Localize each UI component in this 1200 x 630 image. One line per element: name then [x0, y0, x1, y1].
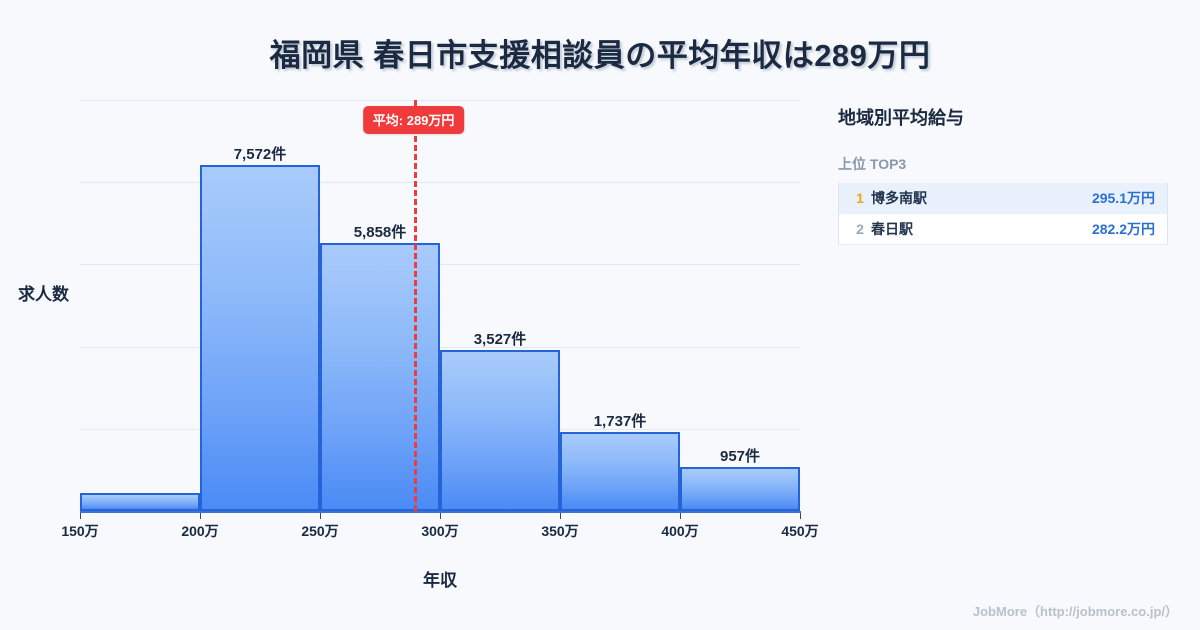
x-tick-label: 350万 [541, 523, 579, 539]
x-tick-label: 250万 [301, 523, 339, 539]
x-axis-label: 年収 [423, 571, 457, 590]
x-tickmark [680, 513, 681, 519]
x-tickmark [800, 513, 801, 519]
bar [200, 165, 320, 511]
rank-row[interactable]: 2 春日駅 282.2万円 [839, 214, 1167, 245]
bar [440, 349, 560, 511]
panel-title: 地域別平均給与 [838, 108, 964, 128]
x-tickmark [320, 513, 321, 519]
x-tick-label: 200万 [181, 523, 219, 539]
gridline [80, 100, 800, 101]
footer-credit: JobMore（http://jobmore.co.jp/） [972, 604, 1178, 619]
bar-value-label: 3,527件 [473, 330, 527, 348]
x-tick-label: 150万 [61, 523, 99, 539]
x-tickmark [200, 513, 201, 519]
rank-number: 2 [856, 221, 864, 237]
x-tickmark [440, 513, 441, 519]
panel-subtitle: 上位 TOP3 [838, 156, 907, 172]
gridline [80, 347, 800, 348]
mean-vline [413, 100, 417, 511]
rank-list: 1 博多南駅 295.1万円 2 春日駅 282.2万円 [838, 183, 1168, 245]
gridline [80, 264, 800, 265]
bar [560, 431, 680, 511]
x-tick-label: 300万 [421, 523, 459, 539]
rank-salary-value: 295.1万円 [1091, 190, 1155, 206]
bar [680, 467, 800, 511]
x-tickmark [80, 513, 81, 519]
x-tick-label: 400万 [661, 523, 699, 539]
rank-area-name: 春日駅 [871, 221, 913, 237]
x-tick-label: 450万 [781, 523, 819, 539]
bar-value-label: 5,858件 [353, 224, 407, 242]
y-axis-label: 求人数 [18, 285, 69, 304]
rank-number: 1 [856, 190, 864, 206]
rank-salary-value: 282.2万円 [1091, 221, 1155, 237]
bar-value-label: 7,572件 [233, 146, 287, 164]
rank-row[interactable]: 1 博多南駅 295.1万円 [839, 183, 1167, 214]
mean-badge: 平均: 289万円 [362, 106, 465, 134]
bar-value-label: 957件 [719, 448, 761, 466]
plot-area [80, 100, 801, 519]
bar [320, 243, 440, 511]
bar [80, 493, 200, 511]
rank-area-name: 博多南駅 [871, 190, 927, 206]
bar-value-label: 1,737件 [593, 412, 647, 430]
gridline [80, 182, 800, 183]
page-title: 福岡県 春日市支援相談員の平均年収は289万円 [269, 38, 931, 73]
region-salary-panel: 地域別平均給与 上位 TOP3 1 博多南駅 295.1万円 2 春日駅 282.2万円 [838, 104, 1168, 245]
x-axis-line [80, 511, 801, 513]
x-tickmark [560, 513, 561, 519]
